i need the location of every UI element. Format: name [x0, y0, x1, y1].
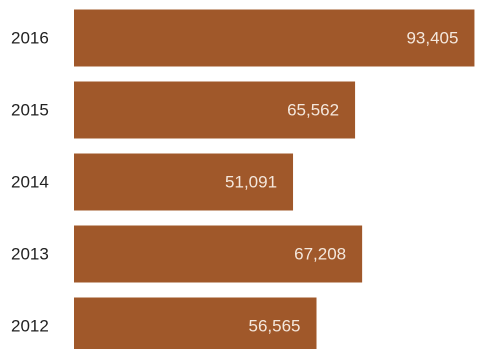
- category-label-2012: 2012: [11, 317, 49, 336]
- value-labels-group: 93,405 65,562 51,091 67,208 56,565: [225, 29, 458, 336]
- category-label-2015: 2015: [11, 101, 49, 120]
- bar-2015: [74, 81, 356, 139]
- category-label-2016: 2016: [11, 29, 49, 48]
- value-label-2012: 56,565: [249, 317, 301, 336]
- value-label-2013: 67,208: [294, 245, 346, 264]
- category-label-2013: 2013: [11, 245, 49, 264]
- bar-2012: [74, 297, 317, 349]
- category-label-2014: 2014: [11, 173, 49, 192]
- bar-2016: [74, 9, 475, 67]
- value-label-2016: 93,405: [406, 29, 458, 48]
- bars-group: [74, 9, 475, 349]
- value-label-2014: 51,091: [225, 173, 277, 192]
- category-labels-group: 2016 2015 2014 2013 2012: [11, 29, 49, 336]
- bar-2014: [74, 153, 294, 211]
- value-label-2015: 65,562: [287, 101, 339, 120]
- bar-2013: [74, 225, 363, 283]
